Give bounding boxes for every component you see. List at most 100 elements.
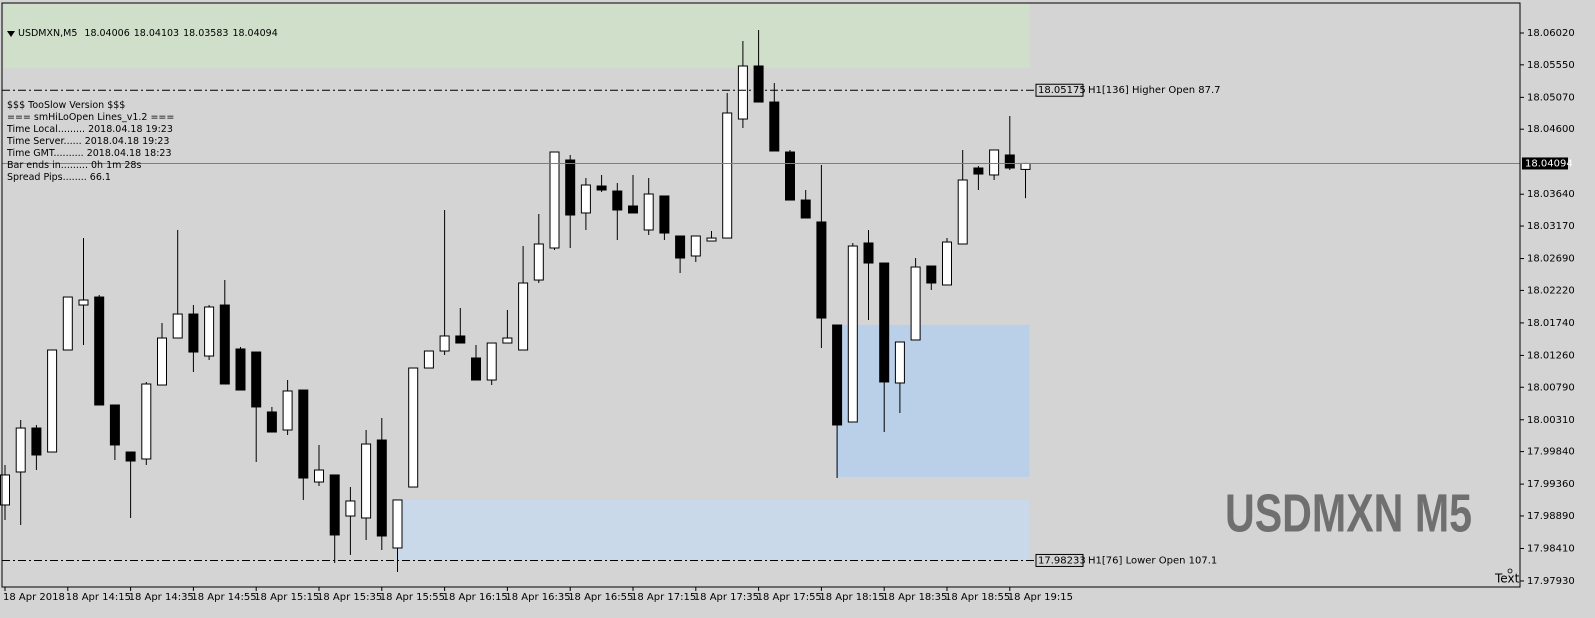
menu-arrow xyxy=(7,30,15,37)
y-tick-label: 18.06020 xyxy=(1527,28,1575,39)
candle-body xyxy=(219,304,230,385)
info-line: === smHiLoOpen Lines_v1.2 === xyxy=(7,112,175,123)
candle-body xyxy=(706,237,717,242)
candle-body xyxy=(596,185,607,191)
candle-body xyxy=(973,167,984,175)
header: USDMXN,M5 18.04006 18.04103 18.03583 18.040… xyxy=(7,28,282,40)
candle-body xyxy=(753,65,764,103)
level-box xyxy=(1035,83,1084,97)
candle-body xyxy=(549,151,560,249)
x-tick-label: 18 Apr 14:55 xyxy=(191,592,256,603)
x-tick-label: 18 Apr 15:15 xyxy=(254,592,319,603)
candle-body xyxy=(282,390,293,431)
candle-body xyxy=(314,469,324,483)
candle-body xyxy=(172,313,183,339)
info-line: Time GMT.......... 2018.04.18 18:23 xyxy=(7,148,172,159)
level-label: H1[136] Higher Open 87.7 xyxy=(1088,85,1221,96)
candle-body xyxy=(94,296,105,406)
info-line: $$$ TooSlow Version $$$ xyxy=(7,100,126,111)
symbol: USDMXN,M5 xyxy=(18,28,78,39)
candle-body xyxy=(533,243,544,281)
ohlc-low: 18.03583 xyxy=(183,28,229,39)
y-tick-label: 18.05070 xyxy=(1527,92,1575,103)
level-label: H1[76] Lower Open 107.1 xyxy=(1088,555,1217,566)
y-tick-label: 18.00790 xyxy=(1527,382,1575,393)
candle-body xyxy=(957,179,968,245)
ohlc-close: 18.04094 xyxy=(232,28,278,39)
ohlc-open: 18.04006 xyxy=(84,28,130,39)
candle-body xyxy=(78,299,89,306)
candle-body xyxy=(1020,162,1031,170)
candle-body xyxy=(15,427,26,473)
zone xyxy=(836,325,1030,477)
candle-body xyxy=(502,337,513,344)
candle-body xyxy=(643,193,654,231)
x-tick-label: 18 Apr 16:35 xyxy=(505,592,570,603)
candle-body xyxy=(1004,154,1015,169)
level-value: 18.05175 xyxy=(1038,85,1086,96)
x-tick-label: 18 Apr 16:15 xyxy=(443,592,508,603)
y-tick-label: 18.01740 xyxy=(1527,318,1575,329)
candle-body xyxy=(816,221,827,319)
x-tick-label: 18 Apr 18:35 xyxy=(882,592,947,603)
x-tick-label: 18 Apr 15:35 xyxy=(317,592,382,603)
candle-body xyxy=(863,242,874,264)
candle-body xyxy=(769,101,780,152)
price-tag xyxy=(1522,157,1568,170)
x-tick-label: 18 Apr 17:35 xyxy=(694,592,759,603)
candle-body xyxy=(141,383,152,460)
y-tick-label: 18.05550 xyxy=(1527,60,1575,71)
candle-body xyxy=(345,500,356,517)
info-line: Time Local......... 2018.04.18 19:23 xyxy=(7,124,173,135)
x-tick-label: 18 Apr 18:15 xyxy=(819,592,884,603)
candle-body xyxy=(157,337,167,386)
candle-body xyxy=(455,335,466,344)
candle-body xyxy=(376,439,387,537)
level-value: 17.98233 xyxy=(1038,555,1086,566)
x-tick-label: 18 Apr 17:15 xyxy=(631,592,696,603)
zone xyxy=(396,499,1030,561)
ohlc-high: 18.04103 xyxy=(133,28,180,39)
x-tick-label: 18 Apr 17:55 xyxy=(757,592,822,603)
candle-body xyxy=(361,443,372,519)
candle-body xyxy=(628,205,638,214)
candle-body xyxy=(408,367,419,488)
candle-body xyxy=(518,282,529,351)
info-panel: USDMXN,M5 18.04006 18.04103 18.03583 18.040… xyxy=(7,4,282,196)
info-line: Bar ends in......... 0h 1m 28s xyxy=(7,160,142,171)
candle-body xyxy=(235,348,246,391)
candle-body xyxy=(188,313,199,353)
x-tick-label: 18 Apr 18:55 xyxy=(945,592,1010,603)
watermark: USDMXN M5 xyxy=(1225,483,1472,543)
candle-body xyxy=(612,190,623,211)
zones xyxy=(4,3,1030,561)
candle-body xyxy=(832,324,843,426)
price-tag-label: 18.04094 xyxy=(1525,158,1573,169)
candle-body xyxy=(439,335,450,352)
candle-body xyxy=(580,184,591,214)
candle-body xyxy=(989,149,1000,176)
candle-body xyxy=(565,159,576,216)
candle-body xyxy=(125,451,136,462)
candle-body xyxy=(910,266,921,341)
candle-body xyxy=(659,195,670,234)
y-tick-label: 17.99840 xyxy=(1527,447,1575,458)
y-tick-label: 18.03170 xyxy=(1527,221,1575,232)
candle-body xyxy=(926,265,937,284)
candle-body xyxy=(0,474,10,506)
candle-body xyxy=(31,427,42,456)
candle-body xyxy=(471,357,481,381)
candle-body xyxy=(109,404,120,446)
info-line: Spread Pips........ 66.1 xyxy=(7,172,111,183)
x-tick-label: 18 Apr 14:15 xyxy=(66,592,131,603)
x-tick-label: 18 Apr 19:15 xyxy=(1008,592,1073,603)
anchor-icon xyxy=(1507,568,1513,574)
y-tick-label: 18.02220 xyxy=(1527,285,1575,296)
candle-body xyxy=(298,389,309,479)
x-tick-label: 18 Apr 14:35 xyxy=(129,592,194,603)
level-box xyxy=(1035,553,1084,567)
candle-body xyxy=(62,296,73,351)
candle-body xyxy=(722,112,733,239)
candles xyxy=(0,30,1031,572)
